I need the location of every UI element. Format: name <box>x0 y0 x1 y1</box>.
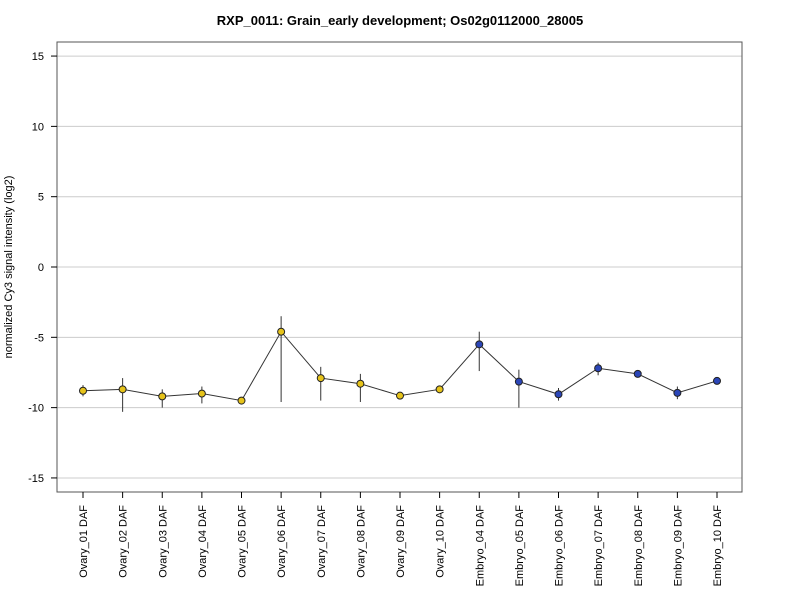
y-tick-label: -10 <box>28 403 44 415</box>
x-tick-label: Embryo_04 DAF <box>474 505 486 587</box>
data-point <box>633 369 642 378</box>
y-tick-label: 10 <box>32 121 44 133</box>
x-tick-label: Embryo_06 DAF <box>554 505 566 587</box>
series-line <box>82 330 718 402</box>
data-point <box>316 374 325 383</box>
data-point <box>514 377 523 386</box>
data-point <box>554 390 563 399</box>
x-tick-label: Ovary_08 DAF <box>355 505 367 578</box>
y-tick-label: -5 <box>34 332 44 344</box>
x-tick-label: Embryo_10 DAF <box>712 505 724 587</box>
data-points <box>79 327 721 405</box>
chart-title: RXP_0011: Grain_early development; Os02g… <box>216 13 584 28</box>
x-tick-label: Ovary_07 DAF <box>316 505 328 578</box>
data-point <box>118 385 127 394</box>
grid-lines <box>57 55 742 479</box>
x-tick-label: Ovary_02 DAF <box>118 505 130 578</box>
data-point <box>475 340 484 349</box>
x-tick-label: Embryo_09 DAF <box>672 505 684 587</box>
x-tick-label: Ovary_09 DAF <box>395 505 407 578</box>
y-tick-label: 15 <box>32 51 44 63</box>
data-point <box>158 392 167 401</box>
data-point <box>356 379 365 388</box>
y-tick-label: 0 <box>38 262 44 274</box>
data-point <box>713 376 721 385</box>
data-point <box>396 391 404 400</box>
x-tick-label: Ovary_10 DAF <box>435 505 447 578</box>
x-tick-label: Ovary_05 DAF <box>237 505 249 578</box>
data-point <box>594 364 603 373</box>
x-tick-label: Embryo_05 DAF <box>514 505 526 587</box>
data-point <box>197 389 206 398</box>
data-point <box>237 396 246 405</box>
y-axis-title: normalized Cy3 signal intensity (log2) <box>3 176 15 359</box>
series-line-layer <box>82 330 718 402</box>
y-tick-label: 5 <box>38 192 44 204</box>
y-axis: -15 -10 -5 0 5 10 15 <box>28 51 57 485</box>
y-tick-label: -15 <box>28 473 44 485</box>
x-tick-label: Ovary_06 DAF <box>276 505 288 578</box>
data-point <box>435 385 444 394</box>
x-tick-label: Embryo_08 DAF <box>633 505 645 587</box>
x-tick-label: Ovary_03 DAF <box>157 505 169 578</box>
data-point <box>277 327 286 336</box>
x-axis: Ovary_01 DAF Ovary_02 DAF Ovary_03 DAF Ovar… <box>78 492 724 586</box>
x-tick-label: Ovary_01 DAF <box>78 505 90 578</box>
x-tick-label: Embryo_07 DAF <box>593 505 605 587</box>
data-point <box>79 386 87 395</box>
data-point <box>673 388 682 397</box>
x-tick-label: Ovary_04 DAF <box>197 505 209 578</box>
